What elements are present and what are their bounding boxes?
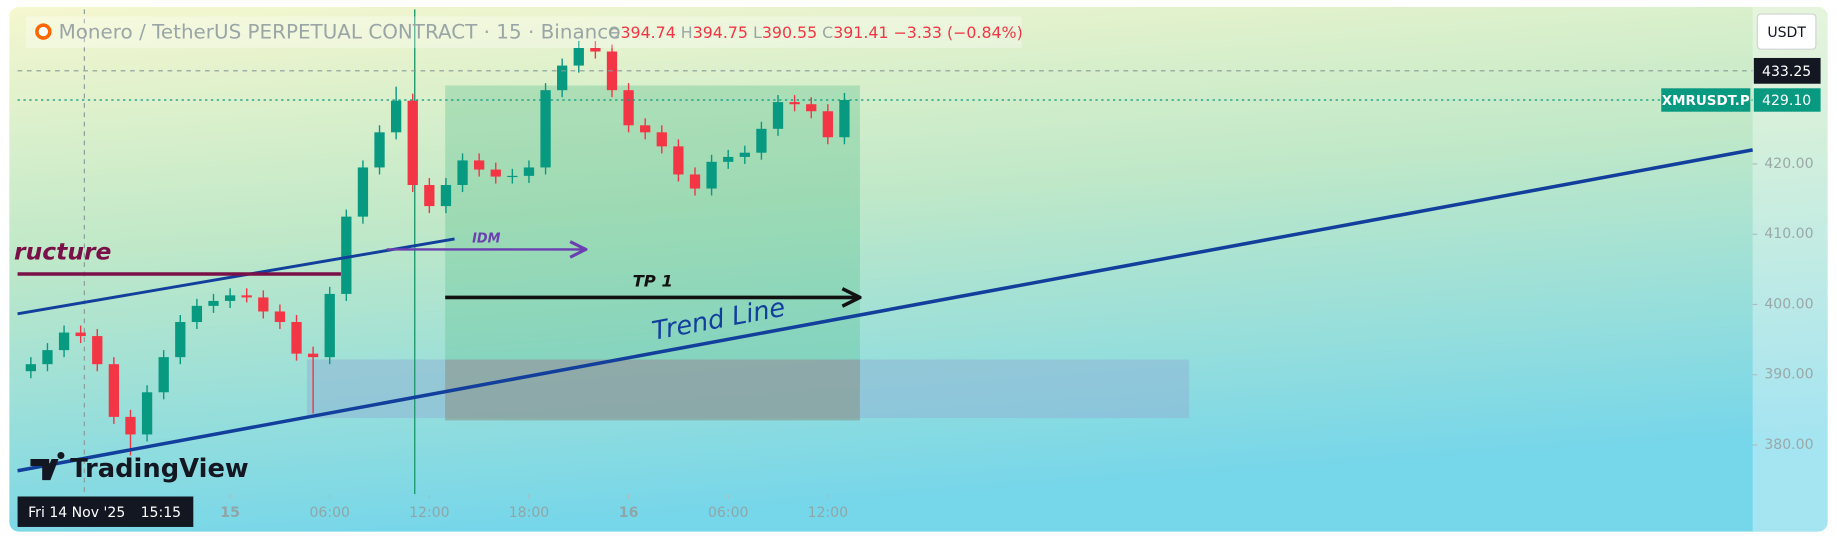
- currency-button[interactable]: [1756, 13, 1817, 50]
- legend-background: [25, 16, 1022, 49]
- legend-value: 394.74: [620, 22, 675, 41]
- candle-body: [307, 353, 319, 358]
- ohlc-legend: O394.74 H394.75 L390.55 C391.41 −3.33 (−…: [608, 22, 1023, 41]
- candle-body: [623, 90, 634, 126]
- candle-body: [241, 295, 252, 298]
- watermark-text: TradingView: [70, 454, 248, 484]
- candle-body: [440, 185, 452, 207]
- candle-body: [590, 48, 601, 52]
- watermark-logo: [30, 452, 65, 481]
- candle-body: [208, 300, 219, 306]
- last-price-name: XMRUSDT.P: [1662, 94, 1750, 109]
- y-tick-label: 390.00: [1764, 367, 1813, 383]
- candle-body: [75, 332, 86, 337]
- candle-body: [507, 175, 518, 178]
- x-tick-label: 15: [220, 505, 240, 521]
- crosshair-price-box: [1753, 57, 1821, 84]
- watermark: TradingView: [30, 452, 249, 484]
- x-tick-label: 12:00: [409, 505, 449, 521]
- symbol-icon-inner: [38, 26, 49, 37]
- candle-body: [390, 100, 402, 133]
- candle-body: [706, 161, 717, 189]
- candle-body: [557, 65, 568, 91]
- x-tick-label: 12:00: [808, 505, 848, 521]
- date-box: [17, 496, 194, 527]
- candle-body: [424, 185, 435, 207]
- crosshair-date: Fri 14 Nov '25: [28, 505, 125, 521]
- candle-body: [839, 100, 850, 138]
- candle-body: [772, 102, 784, 129]
- legend-value: 394.75: [693, 22, 748, 41]
- candle-body: [92, 336, 103, 365]
- y-tick-label: 400.00: [1764, 296, 1813, 312]
- candle-body: [806, 104, 817, 112]
- legend-key: L: [753, 22, 762, 41]
- candle-body: [42, 350, 53, 365]
- last-price-box: [1753, 88, 1821, 112]
- legend-key: H: [681, 22, 693, 41]
- candle-body: [457, 160, 468, 186]
- candle-body: [258, 297, 269, 312]
- candle-body: [573, 48, 584, 66]
- candle-body: [739, 152, 750, 157]
- last-price-label: 429.10: [1762, 93, 1811, 109]
- tp-label: TP 1: [633, 272, 673, 291]
- candle-body: [523, 167, 535, 176]
- legend-key: O: [608, 22, 620, 41]
- candle-body: [374, 132, 385, 168]
- idm-label: IDM: [472, 231, 500, 246]
- legend-value: 391.41: [833, 22, 888, 41]
- target-box: [445, 85, 860, 421]
- candle-body: [224, 295, 236, 301]
- candle-body: [125, 416, 136, 435]
- x-tick-label: 06:00: [309, 505, 349, 521]
- candle-body: [108, 364, 120, 417]
- candle-body: [640, 125, 651, 133]
- trend-line: [17, 148, 1753, 473]
- candle-body: [58, 332, 70, 351]
- x-tick-label: 16: [619, 505, 639, 521]
- candle-body: [822, 111, 833, 138]
- legend-key: C: [822, 22, 833, 41]
- candle-body: [25, 364, 37, 372]
- y-tick-label: 410.00: [1764, 226, 1813, 242]
- candle-body: [158, 357, 169, 393]
- candle-body: [689, 174, 701, 189]
- y-tick-label: 380.00: [1764, 437, 1813, 453]
- last-price-name-box: [1661, 88, 1751, 112]
- y-tick-label: 420.00: [1764, 156, 1813, 172]
- candle-body: [141, 392, 153, 435]
- stop-box: [445, 359, 860, 421]
- currency-label[interactable]: USDT: [1767, 25, 1806, 41]
- candle-body: [324, 293, 335, 358]
- candle-body: [490, 169, 501, 177]
- candle-body: [341, 216, 352, 294]
- structure-label: ructure: [14, 237, 111, 265]
- candle-body: [274, 311, 286, 323]
- crosshair-price-label: 433.25: [1762, 64, 1811, 80]
- x-tick-label: 18:00: [509, 505, 549, 521]
- legend-value: 390.55: [762, 22, 817, 41]
- candle-body: [407, 100, 418, 186]
- legend-change: −3.33 (−0.84%): [894, 22, 1023, 41]
- candle-body: [789, 102, 800, 105]
- x-tick-label: 06:00: [708, 505, 748, 521]
- candle-body: [540, 90, 551, 168]
- candle-body: [656, 132, 667, 147]
- candle-body: [673, 146, 684, 175]
- symbol-title: Monero / TetherUS PERPETUAL CONTRACT · 1…: [59, 20, 621, 43]
- candle-body: [357, 167, 369, 217]
- crosshair-time: 15:15: [141, 505, 181, 521]
- candle-body: [291, 322, 302, 354]
- candle-body: [723, 156, 734, 162]
- candle-body: [175, 322, 186, 358]
- candle-body: [756, 128, 767, 153]
- candle-body: [474, 160, 485, 170]
- channel-line: [17, 237, 455, 316]
- candle-body: [191, 305, 203, 323]
